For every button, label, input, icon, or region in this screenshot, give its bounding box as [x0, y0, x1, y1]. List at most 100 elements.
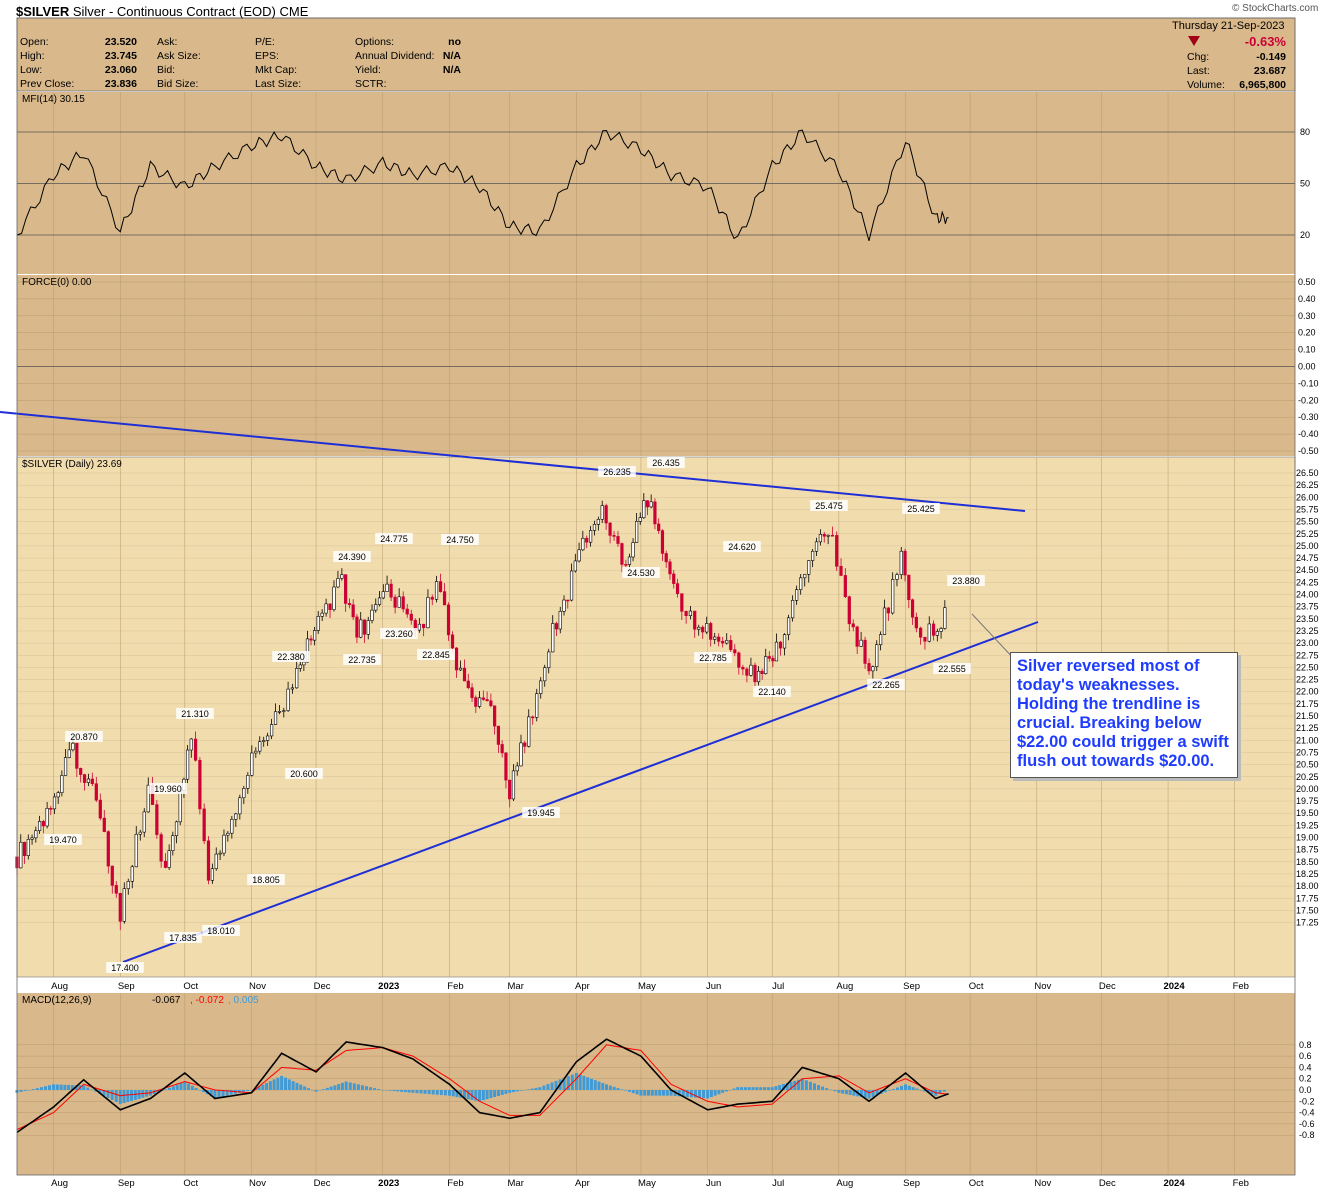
macd-hist-bar: [770, 1087, 774, 1090]
price-candle-body: [697, 626, 701, 630]
price-candle-body: [474, 697, 478, 707]
macd-tick-label: 0.6: [1299, 1051, 1312, 1061]
price-candle-body: [778, 641, 783, 649]
macd-hist-bar: [736, 1087, 740, 1090]
macd-hist-bar: [740, 1087, 744, 1090]
price-x-tick-label: Sep: [903, 981, 920, 992]
header-field-label: Volume:: [1187, 79, 1225, 91]
macd-hist-bar: [348, 1082, 352, 1090]
price-candle-body: [193, 738, 198, 761]
macd-hist-bar: [485, 1090, 489, 1100]
macd-hist-bar: [310, 1089, 314, 1091]
price-tick-label: 18.75: [1296, 845, 1319, 855]
macd-hist-bar: [400, 1090, 404, 1092]
price-candle-body: [527, 716, 531, 747]
price-candle-body: [269, 724, 274, 737]
price-candle-body: [657, 523, 661, 531]
macd-x-tick-label: Sep: [903, 1178, 920, 1189]
macd-hist-bar: [291, 1081, 295, 1090]
macd-x-tick-label: Nov: [1034, 1178, 1051, 1189]
macd-hist-bar: [530, 1088, 534, 1090]
price-tick-label: 25.25: [1296, 529, 1319, 539]
price-tick-label: 21.75: [1296, 699, 1319, 709]
mfi-tick-label: 80: [1300, 127, 1310, 137]
price-candle-body: [910, 599, 915, 618]
macd-hist-bar: [257, 1086, 261, 1090]
macd-hist-bar: [314, 1090, 318, 1092]
price-candle-body: [381, 591, 385, 599]
price-candle-body: [814, 541, 819, 552]
price-candle-body: [362, 619, 367, 635]
macd-hist-bar: [732, 1088, 736, 1090]
price-candle-body: [939, 628, 943, 632]
header-field-label: Last Size:: [255, 78, 301, 90]
header-field-label: Ask:: [157, 36, 177, 48]
price-label-bg: [164, 932, 202, 943]
macd-hist-bar: [431, 1090, 435, 1095]
macd-x-tick-label: 2023: [378, 1178, 399, 1189]
macd-hist-bar: [356, 1084, 360, 1090]
macd-hist-bar: [821, 1086, 825, 1090]
macd-hist-bar: [582, 1075, 586, 1090]
price-candle-body: [660, 530, 665, 554]
macd-hist-bar: [295, 1082, 299, 1090]
force-title: FORCE(0) 0.00: [22, 277, 92, 288]
macd-hist-bar: [781, 1083, 785, 1090]
price-candle-body: [79, 768, 83, 775]
macd-hist-bar: [198, 1090, 202, 1091]
macd-hist-bar: [325, 1087, 329, 1090]
price-candle-body: [504, 752, 508, 781]
price-x-tick-label: Aug: [836, 981, 853, 992]
price-candle-body: [185, 749, 190, 780]
macd-hist-bar: [574, 1073, 578, 1090]
price-candle-body: [442, 591, 447, 606]
macd-hist-bar: [265, 1082, 269, 1090]
macd-hist-bar: [743, 1087, 747, 1090]
price-candle-body: [56, 792, 60, 798]
pct-change: -0.63%: [1245, 34, 1287, 49]
price-candle-body: [222, 834, 226, 854]
macd-hist-bar: [67, 1084, 71, 1090]
price-candle-body: [585, 537, 589, 543]
price-label-bg: [343, 654, 381, 665]
price-candle-body: [791, 599, 795, 619]
macd-x-tick-label: Oct: [969, 1178, 984, 1189]
price-candle-body: [336, 578, 340, 588]
force-tick-label: 0.50: [1298, 277, 1316, 287]
price-candle-body: [485, 699, 489, 702]
price-candle-body: [309, 638, 313, 641]
price-tick-label: 22.25: [1296, 675, 1319, 685]
price-point-label: 22.785: [699, 653, 727, 663]
price-candle-body: [635, 521, 639, 543]
price-candle-body: [434, 581, 439, 600]
macd-x-tick-label: Aug: [836, 1178, 853, 1189]
price-candle-body: [943, 607, 947, 629]
price-point-label: 22.380: [277, 652, 305, 662]
price-candle-body: [624, 564, 628, 566]
macd-hist-bar: [179, 1083, 183, 1090]
price-candle-body: [477, 697, 482, 707]
macd-hist-bar: [550, 1082, 554, 1090]
price-candle-body: [171, 835, 175, 851]
price-point-label: 24.750: [446, 535, 474, 545]
price-candle-body: [146, 784, 150, 813]
price-candle-body: [366, 620, 370, 635]
price-candle-body: [826, 534, 830, 537]
price-tick-label: 18.00: [1296, 881, 1319, 891]
header-field-label: Prev Close:: [20, 78, 74, 90]
macd-hist-bar: [250, 1090, 254, 1091]
macd-hist-bar: [63, 1084, 67, 1090]
price-tick-label: 20.00: [1296, 784, 1319, 794]
force-tick-label: 0.20: [1298, 328, 1316, 338]
price-candle-body: [859, 639, 863, 647]
price-point-label: 17.400: [111, 963, 139, 973]
macd-hist-bar: [493, 1090, 497, 1098]
force-tick-label: -0.40: [1298, 429, 1319, 439]
price-candle-body: [282, 710, 286, 712]
price-candle-body: [713, 636, 717, 640]
price-candle-body: [340, 574, 344, 579]
macd-hist-bar: [654, 1090, 658, 1096]
macd-hist-bar: [523, 1090, 527, 1091]
price-candle-body: [86, 778, 91, 783]
macd-hist-bar: [133, 1090, 137, 1100]
